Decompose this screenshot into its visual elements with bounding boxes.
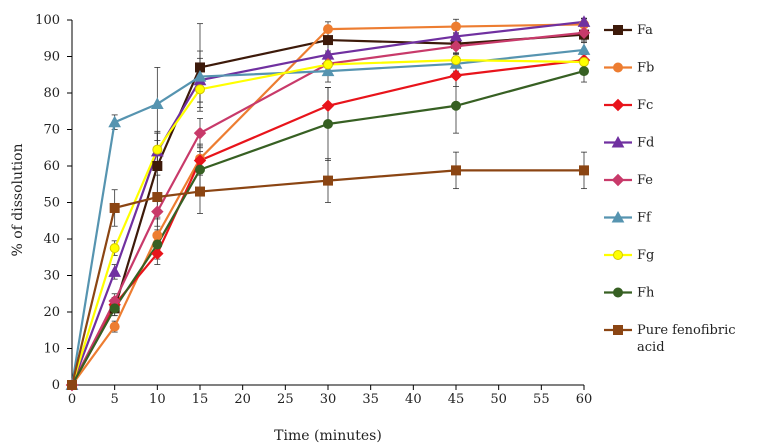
data-point: [323, 59, 333, 70]
y-tick-label: 90: [43, 50, 60, 65]
y-tick-label: 100: [35, 13, 60, 28]
legend-marker: [613, 25, 623, 35]
y-tick-label: 10: [43, 342, 60, 357]
data-point: [193, 126, 207, 140]
legend-label: Fa: [637, 23, 653, 38]
legend-label: Fe: [637, 173, 653, 188]
legend-marker: [611, 173, 625, 187]
series-line-4: [71, 31, 585, 386]
data-point: [451, 21, 461, 32]
legend-marker: [613, 287, 623, 298]
legend: Fa Fb Fc Fd Fe Ff Fg Fh Pure fenofibric acid: [604, 23, 736, 355]
data-point: [323, 119, 333, 130]
x-tick-label: 15: [192, 392, 209, 407]
x-tick-label: 10: [149, 392, 166, 407]
legend-marker: [613, 325, 623, 335]
data-point: [451, 165, 461, 176]
x-tick-label: 20: [234, 392, 251, 407]
data-point: [579, 66, 589, 77]
data-point: [108, 265, 122, 277]
data-point: [193, 70, 207, 82]
data-point: [108, 115, 122, 128]
legend-marker: [611, 210, 625, 223]
x-tick-label: 5: [111, 392, 119, 407]
data-point: [451, 55, 461, 66]
y-tick-label: 30: [43, 269, 60, 284]
data-point: [195, 186, 205, 197]
y-tick-label: 20: [43, 305, 60, 320]
data-point: [150, 97, 164, 109]
data-point: [577, 26, 591, 39]
data-point: [152, 239, 163, 250]
legend-label: Fg: [637, 248, 654, 263]
legend-marker: [613, 250, 623, 260]
y-tick-label: 0: [52, 378, 60, 393]
data-point: [109, 321, 120, 332]
x-tick-label: 25: [277, 392, 294, 407]
legend-label: Fb: [637, 61, 654, 76]
legend-label: Fh: [637, 286, 655, 301]
legend-marker: [611, 135, 625, 148]
data-point: [152, 144, 163, 155]
data-point: [451, 100, 461, 111]
data-point: [109, 303, 120, 314]
x-tick-label: 50: [490, 392, 507, 407]
data-point: [152, 192, 163, 203]
data-point: [152, 230, 163, 241]
data-point: [577, 15, 591, 27]
x-axis-title: Time (minutes): [274, 428, 382, 444]
data-point: [195, 164, 205, 175]
data-point: [449, 69, 463, 82]
data-point: [151, 205, 164, 218]
x-tick-label: 40: [405, 392, 422, 407]
y-axis-title: % of dissolution: [10, 143, 26, 256]
legend-label: Ff: [637, 211, 652, 226]
data-point: [321, 99, 335, 112]
x-tick-label: 30: [320, 392, 337, 407]
x-tick-label: 35: [362, 392, 379, 407]
data-point: [67, 380, 77, 390]
data-point: [321, 64, 335, 77]
y-tick-label: 50: [43, 196, 60, 211]
data-point: [152, 161, 163, 171]
series-markers: [65, 15, 591, 392]
error-bars: [111, 17, 587, 333]
y-tick-label: 40: [43, 232, 60, 247]
data-point: [579, 56, 589, 67]
legend-label: Fd: [637, 136, 654, 151]
data-point: [109, 243, 120, 254]
legend-label: Fc: [637, 98, 653, 113]
axes: 0 5 10 15 20 25 30 35 40 45 50 55 60 0 10 20 30 40 50 60 70 8…: [35, 13, 592, 407]
x-tick-label: 55: [533, 392, 550, 407]
x-tick-label: 0: [68, 392, 76, 407]
x-tick-label: 45: [448, 392, 465, 407]
y-tick-label: 80: [43, 86, 60, 101]
data-point: [323, 35, 333, 46]
legend-label: Pure fenofibric: [637, 323, 736, 338]
x-tick-label: 60: [576, 392, 593, 407]
legend-label-continued: acid: [637, 340, 665, 355]
data-point: [449, 40, 463, 53]
data-point: [109, 202, 120, 213]
data-point: [579, 165, 589, 176]
y-tick-label: 60: [43, 159, 60, 174]
data-point: [323, 24, 333, 35]
data-point: [195, 84, 205, 95]
data-point: [577, 43, 591, 55]
data-point: [323, 175, 333, 186]
data-point: [151, 247, 164, 260]
legend-marker: [613, 62, 623, 73]
legend-marker: [611, 98, 625, 112]
y-tick-label: 70: [43, 123, 60, 138]
